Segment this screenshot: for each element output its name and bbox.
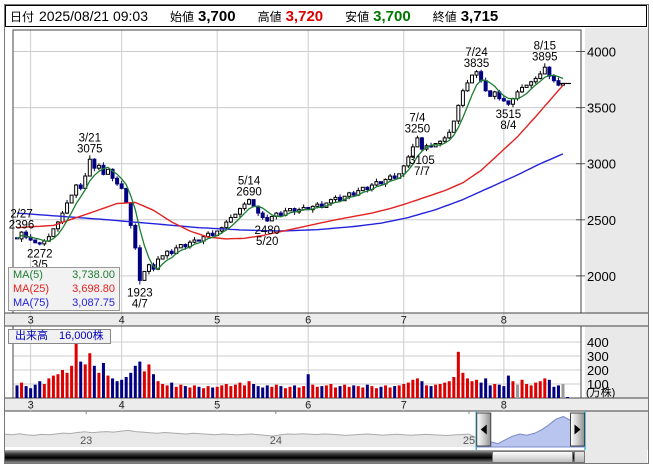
scrollbar-thumb[interactable]	[492, 451, 573, 463]
navigator-year-label: 25	[463, 435, 475, 447]
svg-text:2690: 2690	[236, 186, 262, 198]
volume-bars	[15, 339, 570, 398]
volume-axis-tick: 200	[587, 363, 609, 378]
low-value: 3,700	[373, 7, 411, 25]
volume-axis-tick: 300	[587, 349, 609, 364]
ma5-label: MA(5)	[13, 269, 43, 281]
high-label: 高値	[257, 9, 282, 24]
high-value: 3,720	[285, 7, 324, 25]
svg-text:2480: 2480	[254, 225, 280, 237]
right-arrow-icon	[574, 424, 581, 435]
svg-text:3/21: 3/21	[79, 132, 101, 144]
svg-text:3105: 3105	[409, 155, 435, 167]
month-axis-tick: 3	[28, 400, 34, 412]
scrollbar-track[interactable]	[5, 450, 585, 463]
svg-text:5/20: 5/20	[256, 236, 278, 248]
month-axis-tick: 6	[305, 400, 311, 412]
volume-label: 出来高 16,000株	[8, 329, 111, 344]
quote-datetime: 2025/08/21 09:03	[39, 8, 149, 24]
month-axis-tick: 4	[119, 315, 125, 327]
ma5-value: 3,738.00	[72, 269, 115, 281]
month-axis-tick: 5	[214, 315, 220, 327]
open-value: 3,700	[198, 7, 236, 25]
ma25-label: MA(25)	[13, 283, 50, 295]
price-axis-tick: 4000	[587, 45, 616, 60]
candlestick-series	[15, 63, 565, 285]
ma75-legend-row: MA(75) 3,087.75	[9, 296, 119, 310]
navigator-left-handle[interactable]	[476, 412, 492, 447]
svg-text:7/7: 7/7	[414, 166, 430, 178]
svg-text:3075: 3075	[77, 143, 103, 155]
price-annotations: 2/27239622723/53/21307519234/75/14269024…	[9, 40, 558, 310]
open-label: 始値	[170, 9, 195, 24]
price-axis-tick: 2500	[587, 213, 616, 228]
svg-text:4/7: 4/7	[132, 299, 148, 311]
ma25-value: 3,698.80	[72, 283, 115, 295]
svg-text:8/15: 8/15	[534, 40, 556, 52]
ma75-line	[16, 153, 564, 232]
price-axis-tick: 3500	[587, 101, 616, 116]
volume-axis-tick: 100	[587, 377, 609, 392]
volume-axis-tick: 400	[587, 335, 609, 350]
svg-text:3835: 3835	[464, 58, 490, 70]
svg-text:5/14: 5/14	[238, 175, 261, 187]
scrollbar-filler	[585, 450, 647, 463]
ma75-value: 3,087.75	[72, 297, 115, 309]
left-arrow-icon	[480, 424, 487, 435]
ma25-line	[16, 84, 564, 240]
month-axis-tick: 6	[305, 315, 311, 327]
month-axis-tick: 5	[214, 400, 220, 412]
month-axis-tick: 3	[28, 315, 34, 327]
month-axis-tick: 8	[501, 400, 507, 412]
svg-text:3250: 3250	[405, 124, 431, 136]
svg-text:2272: 2272	[27, 248, 53, 260]
month-axis-tick: 7	[401, 315, 407, 327]
svg-text:2396: 2396	[9, 219, 35, 231]
month-axis-tick: 7	[401, 400, 407, 412]
ma5-legend-row: MA(5) 3,738.00	[9, 268, 119, 282]
svg-text:2/27: 2/27	[10, 208, 32, 220]
volume-unit-label: (万株)	[586, 385, 615, 399]
low-label: 安値	[345, 9, 370, 24]
navigator-right-handle[interactable]	[570, 412, 585, 447]
price-axis-tick: 2000	[587, 269, 616, 284]
range-navigator[interactable]: 23 24 25	[0, 411, 653, 450]
ma5-line	[16, 74, 564, 270]
svg-text:8/4: 8/4	[500, 120, 517, 132]
ma25-legend-row: MA(25) 3,698.80	[9, 282, 119, 296]
month-axis-tick: 4	[119, 400, 125, 412]
close-label: 終値	[432, 9, 457, 24]
date-label: 日付	[10, 9, 35, 24]
month-axis-tick: 8	[501, 315, 507, 327]
ma-legend: MA(5) 3,738.00 MA(25) 3,698.80 MA(75) 3,…	[8, 267, 120, 311]
svg-text:7/24: 7/24	[465, 47, 488, 59]
navigator-series-area	[5, 415, 585, 447]
navigator-year-label: 24	[270, 435, 282, 447]
price-axis-tick: 3000	[587, 157, 616, 172]
close-value: 3,715	[460, 7, 499, 25]
header-quote-bar: 日付 2025/08/21 09:03 始値 3,700 高値 3,720 安値…	[5, 5, 647, 27]
navigator-year-label: 23	[80, 435, 92, 447]
svg-text:7/4: 7/4	[409, 113, 426, 125]
ma75-label: MA(75)	[13, 297, 50, 309]
svg-text:3895: 3895	[532, 51, 558, 63]
scrollbar-end-button[interactable]	[574, 451, 585, 463]
svg-text:3515: 3515	[496, 109, 522, 121]
svg-text:1923: 1923	[127, 288, 153, 300]
